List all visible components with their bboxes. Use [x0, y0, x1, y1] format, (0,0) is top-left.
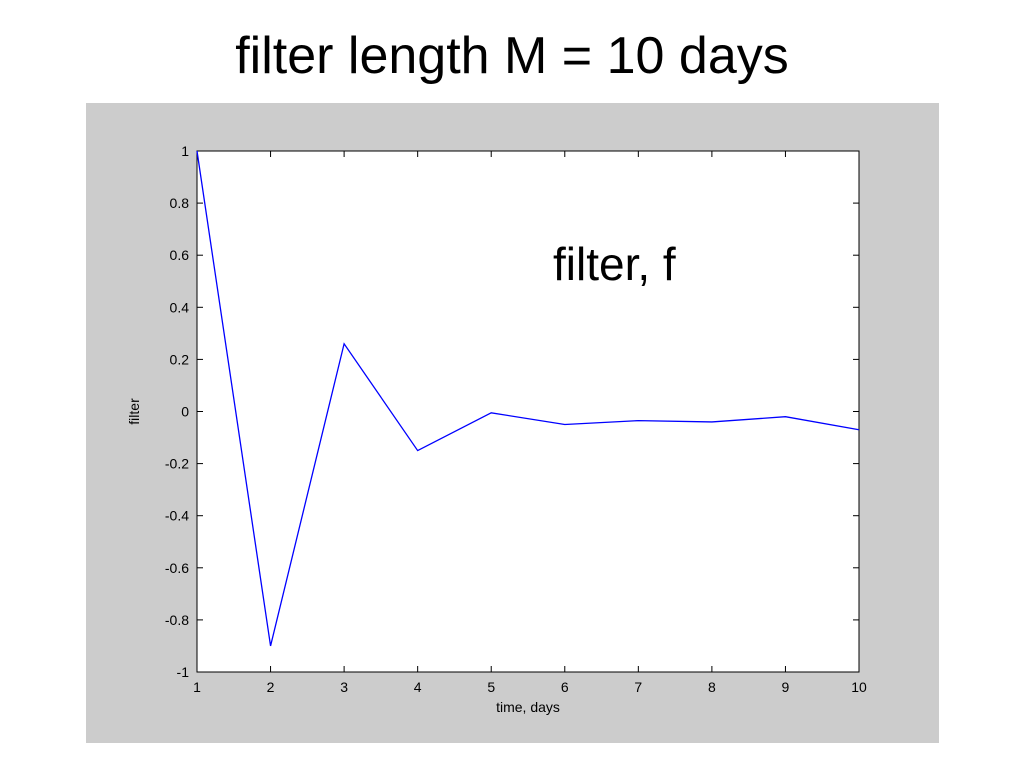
slide-title: filter length M = 10 days	[235, 27, 789, 85]
y-tick-label: 0.2	[170, 351, 190, 367]
x-tick-label: 10	[851, 679, 867, 695]
x-tick-label: 1	[193, 679, 201, 695]
x-tick-label: 3	[340, 679, 348, 695]
line-chart: 1 2 3 4 5 6 7 8 9 10 -1 -0.8 -0.6 -0.4 -0.2 0 0.2 0.4 0.6 0…	[126, 143, 867, 715]
y-tick-label: 0	[181, 404, 189, 420]
y-axis-label: filter	[126, 398, 142, 425]
x-tick-label: 6	[561, 679, 569, 695]
y-tick-label: -0.6	[165, 560, 189, 576]
x-tick-label: 5	[487, 679, 495, 695]
y-tick-label: 1	[181, 143, 189, 159]
y-tick-label: -1	[177, 664, 190, 680]
ticks-layer: 1 2 3 4 5 6 7 8 9 10 -1 -0.8 -0.6 -0.4 -0.2 0 0.2 0.4 0.6 0…	[165, 143, 867, 695]
plot-area	[196, 150, 860, 673]
x-axis-label: time, days	[496, 699, 560, 715]
y-tick-label: -0.2	[165, 456, 189, 472]
y-tick-label: -0.8	[165, 612, 189, 628]
x-tick-label: 9	[782, 679, 790, 695]
x-tick-label: 2	[267, 679, 275, 695]
y-tick-label: -0.4	[165, 508, 189, 524]
x-tick-label: 4	[414, 679, 422, 695]
x-tick-label: 8	[708, 679, 716, 695]
y-tick-label: 0.8	[170, 195, 190, 211]
figure-window: 1 2 3 4 5 6 7 8 9 10 -1 -0.8 -0.6 -0.4 -0.2 0 0.2 0.4 0.6 0…	[86, 103, 939, 743]
y-tick-label: 0.4	[170, 299, 190, 315]
x-tick-label: 7	[634, 679, 642, 695]
y-tick-label: 0.6	[170, 247, 190, 263]
chart-annotation: filter, f	[553, 238, 676, 290]
series-line	[196, 150, 860, 647]
series-layer	[196, 150, 860, 647]
